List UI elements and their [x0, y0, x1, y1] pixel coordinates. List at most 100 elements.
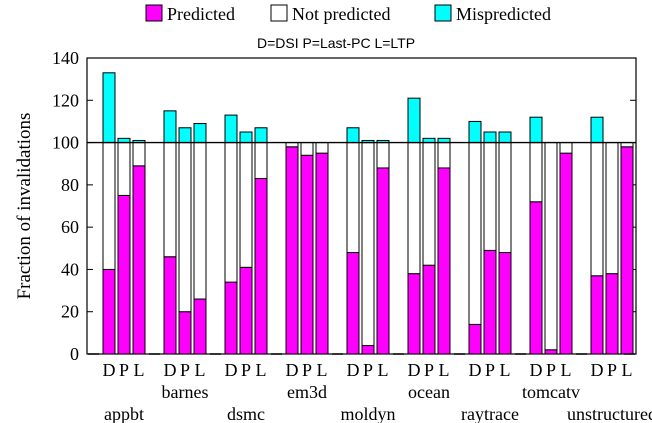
bar-letter-label: P [546, 360, 556, 380]
bar-segment-not-predicted [300, 142, 314, 156]
bar-key-text: D=DSI P=Last-PC L=LTP [257, 35, 415, 51]
bar-segment-predicted [178, 311, 192, 355]
bar-segment-not-predicted [590, 142, 604, 277]
bar-segment-not-predicted [315, 142, 329, 154]
bar-segment-predicted [132, 165, 146, 355]
bar-segment-not-predicted [193, 142, 207, 300]
bar-segment-not-predicted [376, 142, 390, 169]
bar-segment-not-predicted [102, 142, 116, 270]
bar-segment-predicted [498, 252, 512, 355]
legend-swatch [270, 4, 288, 22]
bar-segment-not-predicted [361, 142, 375, 347]
bar-letter-label: D [530, 360, 543, 380]
bar-letter-label: L [439, 360, 450, 380]
bar-segment-not-predicted [605, 142, 619, 275]
bar-letter-label: L [622, 360, 633, 380]
bar-segment-predicted [468, 323, 482, 355]
bar-letter-label: D [591, 360, 604, 380]
bar-segment-predicted [224, 281, 238, 355]
bar-letter-label: D [286, 360, 299, 380]
bar-segment-not-predicted [178, 142, 192, 313]
bar-letter-label: D [469, 360, 482, 380]
bar-letter-label: L [317, 360, 328, 380]
bar-segment-mispredicted [239, 131, 253, 144]
bar-segment-predicted [102, 268, 116, 355]
bar-letter-label: L [500, 360, 511, 380]
y-tick-label: 140 [52, 48, 79, 68]
benchmark-label: tomcatv [522, 382, 580, 402]
bar-segment-predicted [193, 298, 207, 355]
legend-swatch [434, 4, 452, 22]
bar-segment-mispredicted [468, 120, 482, 144]
bar-segment-mispredicted [483, 131, 497, 144]
bar-segment-not-predicted [468, 142, 482, 325]
y-tick-label: 0 [70, 344, 79, 364]
bar-segment-not-predicted [483, 142, 497, 251]
bar-letter-label: L [134, 360, 145, 380]
bar-segment-predicted [376, 167, 390, 355]
bar-segment-predicted [544, 349, 558, 355]
bar-segment-mispredicted [407, 97, 421, 144]
bar-segment-mispredicted [102, 72, 116, 144]
bar-segment-mispredicted [163, 110, 177, 144]
bar-segment-not-predicted [163, 142, 177, 258]
y-tick-label: 80 [61, 175, 79, 195]
bar-segment-mispredicted [224, 114, 238, 144]
bar-segment-predicted [315, 152, 329, 355]
y-axis-label: Fraction of invalidations [14, 113, 35, 300]
bar-segment-not-predicted [559, 142, 573, 154]
bar-segment-predicted [346, 252, 360, 355]
bar-segment-predicted [590, 275, 604, 355]
bar-segment-mispredicted [193, 123, 207, 144]
bar-segment-predicted [254, 178, 268, 355]
bar-segment-predicted [483, 249, 497, 355]
bar-letter-label: P [241, 360, 251, 380]
bar-segment-mispredicted [346, 127, 360, 144]
bar-segment-predicted [163, 256, 177, 355]
bar-letter-label: P [607, 360, 617, 380]
bar-letter-label: L [195, 360, 206, 380]
y-tick-label: 40 [61, 259, 79, 279]
benchmark-label: appbt [104, 404, 144, 423]
bar-segment-not-predicted [346, 142, 360, 254]
y-tick-label: 60 [61, 217, 79, 237]
y-tick-label: 20 [61, 302, 79, 322]
bar-segment-predicted [361, 345, 375, 355]
bar-segment-not-predicted [437, 142, 451, 169]
bar-segment-predicted [117, 194, 131, 355]
benchmark-label: em3d [287, 382, 327, 402]
bar-segment-not-predicted [407, 142, 421, 275]
bar-segment-predicted [529, 201, 543, 355]
bar-segment-predicted [559, 152, 573, 355]
y-tick-label: 120 [52, 90, 79, 110]
bar-letter-label: D [225, 360, 238, 380]
bar-segment-mispredicted [590, 116, 604, 144]
bar-segment-mispredicted [498, 131, 512, 144]
bar-letter-label: P [180, 360, 190, 380]
benchmark-label: ocean [408, 382, 450, 402]
bar-segment-not-predicted [544, 142, 558, 351]
benchmark-label: unstructured [567, 404, 652, 423]
bar-letter-label: D [408, 360, 421, 380]
bar-segment-not-predicted [117, 142, 131, 196]
bar-segment-not-predicted [132, 142, 146, 167]
benchmark-label: dsmc [227, 404, 265, 423]
bar-letter-label: P [485, 360, 495, 380]
bar-segment-predicted [437, 167, 451, 355]
bar-segment-not-predicted [422, 142, 436, 266]
bar-letter-label: P [119, 360, 129, 380]
bar-segment-predicted [422, 264, 436, 355]
bars-layer [88, 72, 635, 355]
bar-letter-label: D [164, 360, 177, 380]
bar-segment-predicted [620, 146, 634, 355]
bar-segment-mispredicted [254, 127, 268, 144]
bar-segment-not-predicted [529, 142, 543, 203]
bar-segment-mispredicted [178, 127, 192, 144]
legend: Predicted Not predicted Mispredicted [145, 4, 551, 24]
bar-letter-label: P [424, 360, 434, 380]
bar-letter-label: P [363, 360, 373, 380]
bar-letter-label: L [561, 360, 572, 380]
bar-segment-not-predicted [224, 142, 238, 283]
